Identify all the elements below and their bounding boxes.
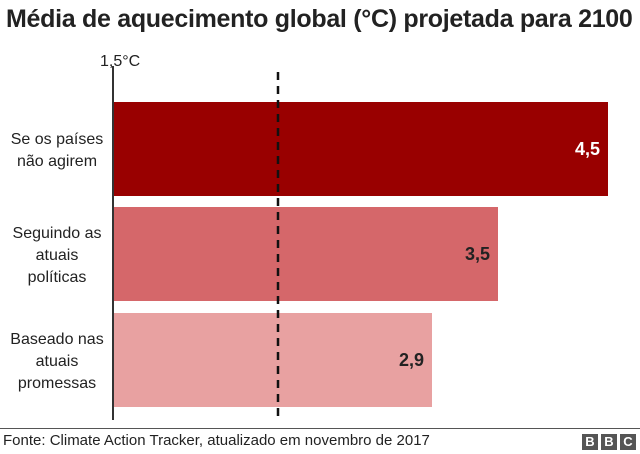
chart-title: Média de aquecimento global (°C) projeta… (6, 5, 633, 33)
category-label: atuais (36, 353, 79, 370)
category-label: Se os países (11, 131, 104, 148)
category-label: não agirem (17, 153, 97, 170)
category-label: políticas (28, 269, 87, 286)
bbc-logo: B B C (582, 434, 636, 450)
footer-divider (0, 428, 640, 429)
category-label: Baseado nas (10, 331, 103, 348)
source-note: Fonte: Climate Action Tracker, atualizad… (3, 432, 430, 449)
value-label: 4,5 (575, 139, 600, 159)
logo-letter: B (601, 434, 617, 450)
bar (113, 313, 432, 407)
value-label: 2,9 (399, 350, 424, 370)
category-label: promessas (18, 375, 96, 392)
value-label: 3,5 (465, 244, 490, 264)
category-label: atuais (36, 247, 79, 264)
logo-letter: C (620, 434, 636, 450)
category-label: Seguindo as (13, 225, 102, 242)
logo-letter: B (582, 434, 598, 450)
bar-chart: 4,5 Se os países não agirem 3,5 Seguindo as a… (10, 53, 608, 420)
bar (113, 207, 498, 301)
reference-line-label: 1,5°C (100, 53, 140, 70)
bar (113, 102, 608, 196)
